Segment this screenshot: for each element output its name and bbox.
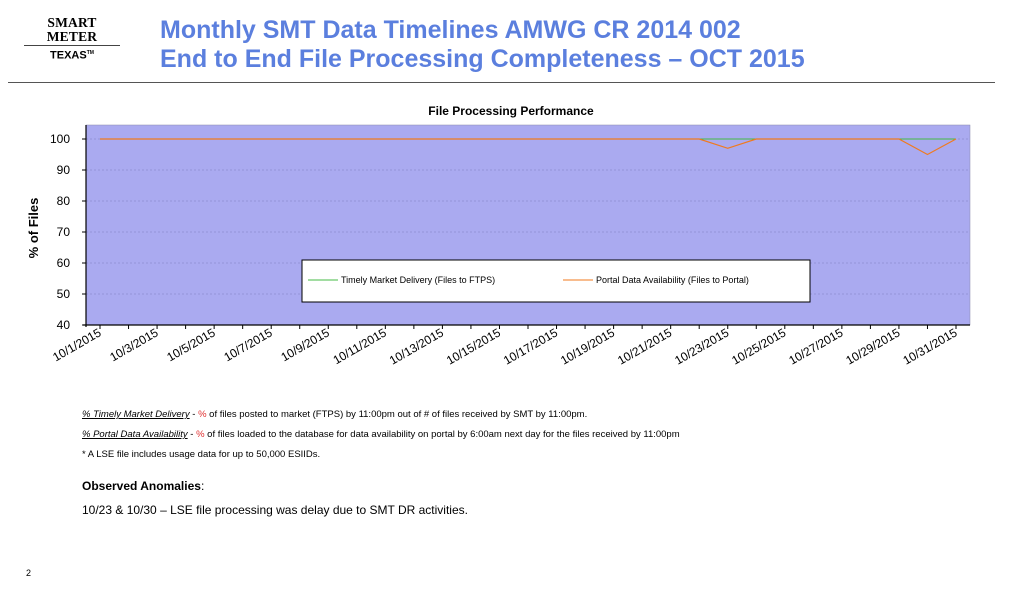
y-tick-label: 40 [57, 318, 71, 332]
x-tick-label: 10/19/2015 [558, 325, 617, 367]
x-tick-label: 10/17/2015 [501, 325, 560, 367]
page-title: Monthly SMT Data Timelines AMWG CR 2014 … [160, 16, 805, 74]
logo-line2: TEXASTM [50, 49, 94, 62]
y-tick-label: 90 [57, 163, 71, 177]
note-timely: % Timely Market Delivery - % of files po… [82, 409, 588, 420]
legend: Timely Market Delivery (Files to FTPS) P… [301, 259, 811, 303]
chart-title: File Processing Performance [428, 104, 594, 118]
definitions: % Timely Market Delivery - % of files po… [82, 405, 680, 465]
x-tick-label: 10/31/2015 [900, 325, 959, 367]
x-tick-labels: 10/1/2015 10/3/2015 10/5/2015 10/7/2015 10/9… [50, 325, 960, 368]
x-tick-label: 10/13/2015 [387, 325, 446, 367]
logo-line1: SMART METER [46, 15, 98, 44]
x-tick-label: 10/21/2015 [615, 325, 674, 367]
x-tick-label: 10/29/2015 [843, 325, 902, 367]
x-tick-label: 10/7/2015 [221, 325, 275, 364]
y-tick-labels: 40 50 60 70 80 90 100 [50, 132, 86, 332]
legend-label-portal: Portal Data Availability (Files to Porta… [596, 275, 749, 285]
series-lines [100, 138, 957, 156]
x-tick-label: 10/15/2015 [444, 325, 503, 367]
x-tick-label: 10/3/2015 [107, 325, 161, 364]
y-tick-label: 80 [57, 194, 71, 208]
y-tick-label: 50 [57, 287, 71, 301]
x-tick-label: 10/9/2015 [279, 325, 333, 364]
page-number: 2 [26, 568, 32, 578]
smart-meter-texas-logo: SMART METER TEXASTM [22, 16, 122, 62]
legend-label-timely: Timely Market Delivery (Files to FTPS) [341, 275, 495, 285]
x-tick-label: 10/25/2015 [729, 325, 788, 367]
y-tick-label: 60 [57, 256, 71, 270]
x-tick-label: 10/5/2015 [164, 325, 218, 364]
x-tick-label: 10/23/2015 [672, 325, 731, 367]
title-line1: Monthly SMT Data Timelines AMWG CR 2014 … [160, 16, 741, 44]
header-divider [8, 82, 995, 83]
x-tick-label: 10/11/2015 [331, 325, 390, 367]
y-axis-label: % of Files [26, 198, 41, 259]
legend-box [301, 259, 811, 303]
title-line2: End to End File Processing Completeness … [160, 45, 805, 73]
y-tick-label: 70 [57, 225, 71, 239]
logo-divider [24, 45, 120, 46]
y-tick-label: 100 [50, 132, 70, 146]
note-lse: * A LSE file includes usage data for up … [82, 449, 321, 460]
anomalies-heading: Observed Anomalies: [82, 479, 205, 493]
anomalies-text: 10/23 & 10/30 – LSE file processing was … [82, 503, 468, 517]
x-tick-label: 10/27/2015 [786, 325, 845, 367]
note-portal: % Portal Data Availability - % of files … [82, 429, 680, 440]
file-processing-chart: File Processing Performance 40 50 60 70 80 90… [26, 104, 971, 368]
series-line-portal [100, 138, 957, 156]
